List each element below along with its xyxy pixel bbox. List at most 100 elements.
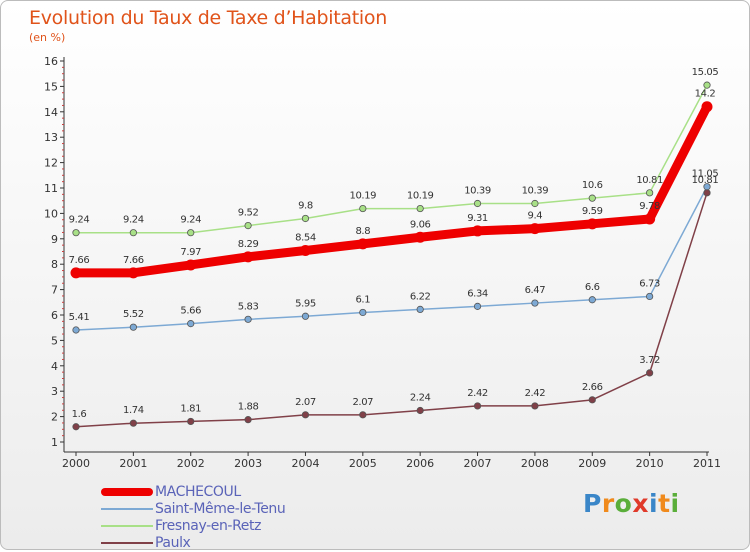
data-point [529, 223, 541, 235]
data-point [299, 244, 311, 256]
y-tick-label: 4 [51, 360, 58, 373]
data-point [301, 411, 310, 419]
data-label: 9.24 [180, 215, 201, 226]
data-label: 6.47 [525, 285, 546, 296]
data-point [244, 315, 252, 323]
data-point [187, 320, 195, 328]
data-label: 14.2 [695, 89, 716, 100]
y-tick-label: 1 [51, 436, 58, 449]
data-label: 9.8 [298, 200, 313, 211]
data-point [416, 406, 424, 415]
data-point [531, 199, 539, 208]
legend-label: MACHECOUL [155, 484, 241, 500]
data-label: 2.42 [467, 388, 488, 399]
data-point [703, 189, 711, 197]
data-point [129, 229, 137, 237]
y-tick-label: 3 [51, 385, 58, 398]
data-label: 5.66 [180, 306, 201, 317]
y-tick-label: 11 [44, 182, 58, 195]
data-point [359, 411, 367, 419]
y-tick-label: 2 [51, 411, 58, 424]
logo-letter: r [601, 489, 615, 518]
x-tick-label: 2009 [578, 457, 606, 470]
x-tick-label: 2005 [349, 457, 377, 470]
data-point [129, 323, 137, 331]
data-label: 9.24 [69, 215, 90, 226]
x-tick-label: 2008 [521, 457, 549, 470]
y-tick-label: 10 [44, 207, 58, 220]
data-label: 10.81 [636, 175, 663, 186]
data-label: 5.52 [123, 309, 144, 320]
logo-letter: o [614, 489, 633, 518]
data-point [646, 292, 654, 301]
data-point [531, 402, 539, 410]
data-label: 8.8 [355, 226, 370, 237]
data-point [301, 214, 310, 223]
logo-letter: P [583, 489, 602, 518]
data-label: 2.66 [582, 382, 603, 393]
logo-letter: i [649, 489, 659, 518]
data-point [244, 416, 252, 424]
data-label: 6.6 [585, 282, 600, 293]
legend-label: Fresnay-en-Retz [155, 518, 262, 534]
data-label: 6.1 [355, 294, 370, 305]
data-point [588, 396, 596, 404]
data-label: 5.95 [295, 298, 316, 309]
chart-title: Evolution du Taux de Taxe d’Habitation [29, 7, 387, 29]
data-label: 2.24 [410, 393, 431, 404]
data-point [472, 225, 484, 237]
data-point [703, 81, 711, 89]
series-line-1 [75, 185, 708, 331]
data-point [416, 305, 424, 314]
legend-label: Paulx [155, 535, 191, 551]
legend-swatch [101, 542, 153, 544]
data-point [72, 326, 80, 334]
data-label: 8.54 [295, 232, 316, 243]
data-label: 1.6 [72, 409, 87, 420]
data-point [414, 231, 426, 243]
data-label: 7.66 [69, 255, 90, 266]
series-layer [70, 81, 713, 431]
data-point [187, 417, 195, 426]
x-tick-label: 2010 [636, 457, 664, 470]
data-point [586, 218, 598, 230]
data-label: 5.83 [238, 301, 259, 312]
data-point [644, 213, 656, 225]
data-label: 6.22 [410, 291, 431, 302]
y-tick-label: 7 [51, 284, 58, 297]
data-label: 9.06 [410, 219, 431, 230]
data-point [187, 229, 195, 237]
data-point [301, 312, 310, 320]
data-point [646, 369, 654, 377]
data-label: 10.81 [692, 175, 719, 186]
y-tick-label: 15 [44, 80, 58, 93]
data-point [473, 302, 482, 310]
data-point [357, 238, 369, 250]
logo-letter: i [670, 489, 680, 518]
data-point [701, 101, 713, 113]
data-point [473, 402, 482, 410]
x-tick-label: 2000 [62, 457, 90, 470]
y-tick-label: 8 [51, 258, 58, 271]
data-point [185, 259, 197, 271]
data-point [416, 204, 424, 213]
series-line-2 [75, 84, 708, 234]
value-labels-layer: 7.66 7.66 7.97 8.29 8.54 8.8 9.06 9.31 9.4 9.59 9.… [69, 67, 719, 420]
data-point [242, 251, 254, 263]
legend-swatch [101, 488, 153, 496]
data-point [244, 221, 252, 230]
data-point [531, 299, 539, 307]
proxiti-logo: Proxiti [583, 489, 680, 518]
data-point [646, 189, 654, 197]
data-label: 9.4 [528, 211, 543, 222]
data-label: 1.88 [238, 402, 259, 413]
data-point [473, 199, 482, 208]
data-point [359, 204, 367, 213]
data-label: 10.19 [407, 191, 434, 202]
y-tick-label: 16 [44, 55, 58, 68]
data-label: 9.59 [582, 206, 603, 217]
y-tick-label: 9 [51, 233, 58, 246]
data-label: 2.07 [295, 397, 316, 408]
